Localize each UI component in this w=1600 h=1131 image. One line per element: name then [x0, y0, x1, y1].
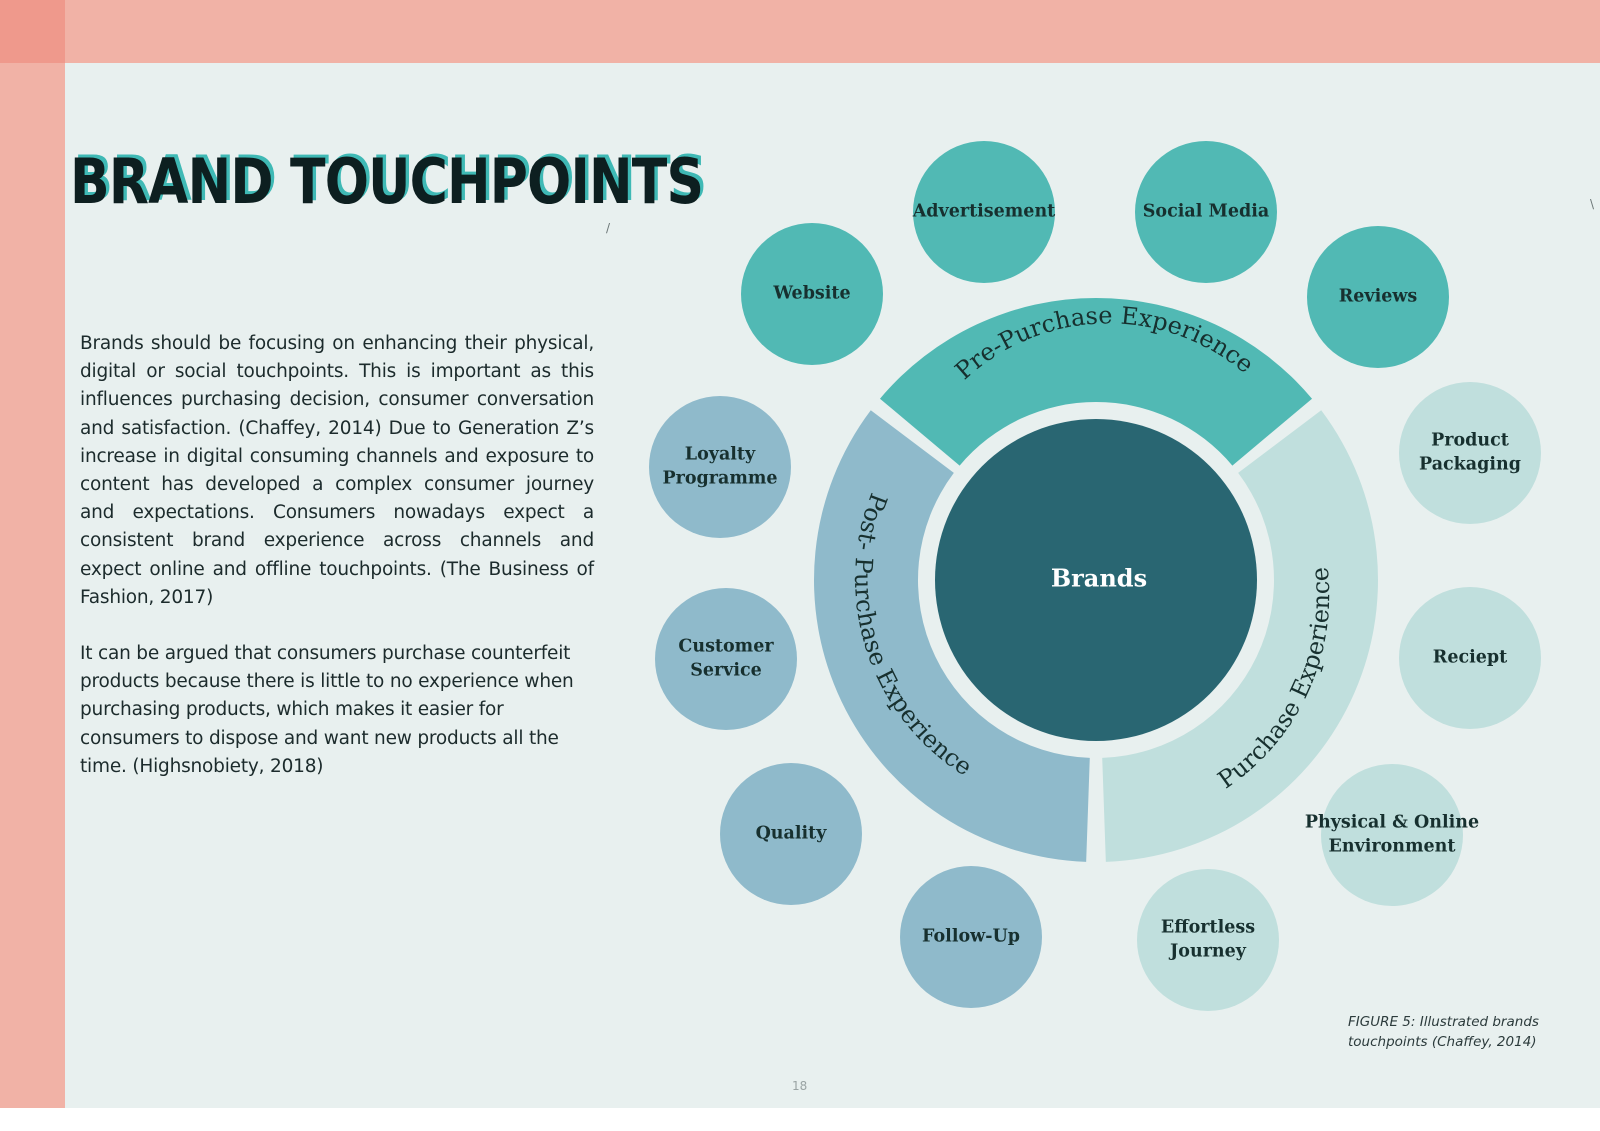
touchpoint-bubble-pre [913, 141, 1055, 283]
page-number: 18 [792, 1079, 808, 1093]
touchpoint-label: Environment [1329, 837, 1456, 857]
stray-mark-right: \ [1590, 197, 1595, 211]
touchpoint-bubble-post [655, 588, 797, 730]
touchpoint-bubble-pre [1135, 141, 1277, 283]
experience-ring [813, 297, 1378, 862]
touchpoint-label: Website [772, 284, 850, 304]
center-label: Brands [1051, 564, 1147, 593]
touchpoint-label: Loyalty [685, 445, 756, 465]
corner-block [0, 0, 65, 63]
stray-mark: / [606, 221, 611, 235]
left-color-band [0, 0, 65, 1131]
touchpoint-label: Product [1431, 431, 1509, 451]
brands-center-circle [935, 419, 1257, 741]
touchpoint-bubbles: Website Advertisement Social Media Reviews P… [649, 141, 1541, 1011]
touchpoint-bubble-purchase [1321, 764, 1463, 906]
touchpoint-label: Advertisement [912, 202, 1056, 222]
touchpoint-label: Customer [678, 637, 774, 657]
top-color-band [0, 0, 1600, 63]
touchpoint-label: Service [690, 661, 762, 681]
touchpoint-label: Effortless [1161, 918, 1255, 938]
touchpoint-bubble-post [720, 763, 862, 905]
touchpoint-bubble-purchase [1399, 382, 1541, 524]
touchpoint-bubble-pre [741, 223, 883, 365]
body-text: Brands should be focusing on enhancing t… [80, 330, 594, 809]
touchpoint-bubble-purchase [1137, 869, 1279, 1011]
paragraph-1: Brands should be focusing on enhancing t… [80, 333, 594, 608]
touchpoint-bubble-pre [1307, 226, 1449, 368]
bottom-margin [0, 1108, 1600, 1131]
touchpoint-label: Quality [756, 824, 828, 844]
paragraph-2: It can be argued that consumers purchase… [80, 643, 574, 777]
touchpoint-label: Journey [1168, 942, 1247, 962]
touchpoint-bubble-post [900, 866, 1042, 1008]
touchpoint-label: Follow-Up [922, 927, 1020, 947]
ring-segment-post-purchase [813, 410, 1090, 862]
touchpoint-label: Reviews [1339, 287, 1418, 307]
touchpoint-label: Social Media [1143, 202, 1269, 222]
figure-caption: FIGURE 5: Illustrated brands touchpoints… [1348, 1014, 1539, 1050]
touchpoint-bubble-post [649, 396, 791, 538]
touchpoint-bubble-purchase [1399, 587, 1541, 729]
touchpoint-label: Reciept [1433, 648, 1507, 668]
ring-segment-pre-purchase [879, 297, 1313, 466]
touchpoint-label: Packaging [1419, 455, 1521, 475]
ring-segment-purchase [1102, 410, 1378, 862]
page-title: BRAND TOUCHPOINTS [70, 145, 704, 218]
touchpoint-label: Programme [662, 469, 777, 489]
touchpoint-label: Physical & Online [1305, 813, 1479, 833]
